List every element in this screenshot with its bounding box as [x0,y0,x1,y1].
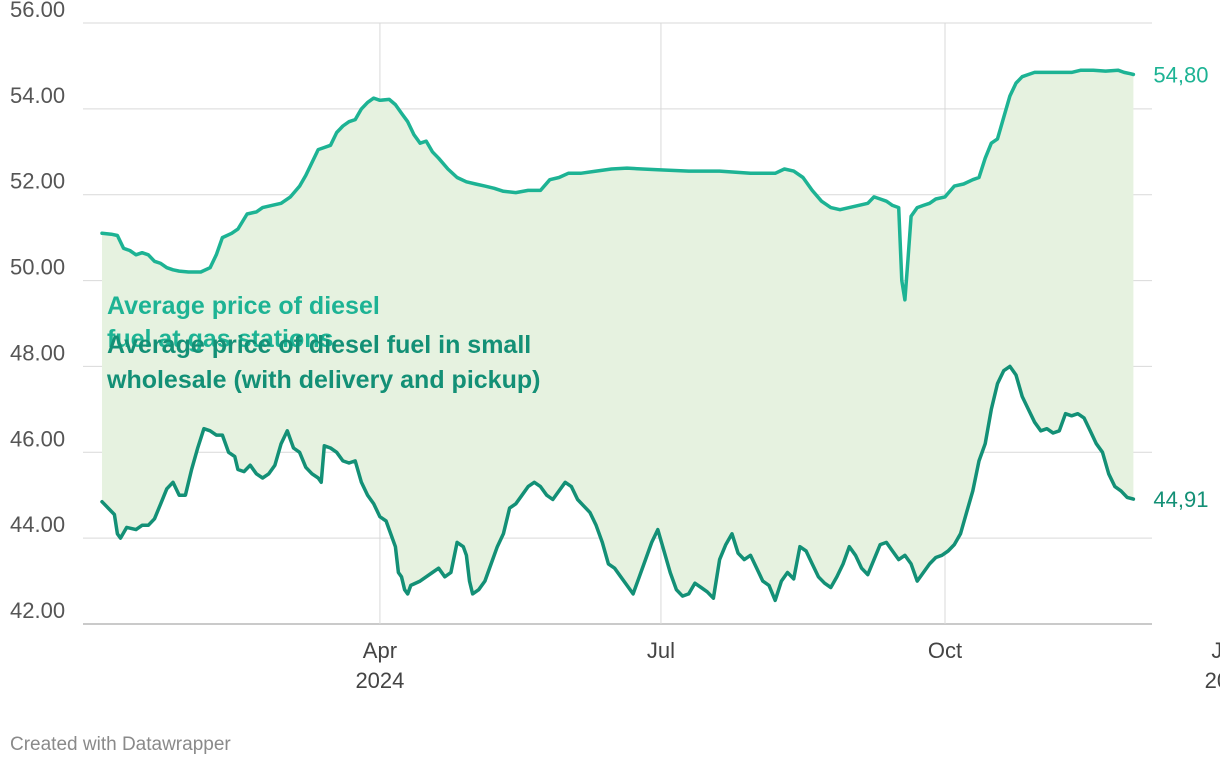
y-axis-tick-labels: 42.00 44.00 46.00 48.00 50.00 52.00 54.00 56.00 [10,0,65,623]
area-between-series [102,70,1134,601]
gas-station-end-value-label: 54,80 [1153,63,1208,88]
small-wholesale-price-line [100,364,1136,603]
series-lines [100,68,1136,603]
x-tick-label: Apr [363,638,397,663]
small-wholesale-series-label: wholesale (with delivery and pickup) [106,366,540,394]
y-tick-label: 48.00 [10,340,65,365]
gas-station-series-label: Average price of diesel [107,292,380,320]
y-tick-label: 42.00 [10,598,65,623]
gas-station-series-label: fuel at gas stations [107,325,333,353]
x-tick-year-label: 2024 [355,668,404,693]
x-axis-tick-labels: Apr 2024 Jul Oct Jan 2025 [355,638,1220,693]
x-tick-label: Jul [647,638,675,663]
y-tick-label: 54.00 [10,83,65,108]
small-wholesale-series-label: Average price of diesel fuel in small [107,331,531,359]
datawrapper-credit: Created with Datawrapper [10,734,231,755]
x-tick-label: Jan [1211,638,1220,663]
gas-station-price-line [100,68,1136,302]
line-chart: 42.00 44.00 46.00 48.00 50.00 52.00 54.00 56.00… [10,0,1220,693]
series-labels: 54,80 44,91 Average price of diesel fuel at… [106,63,1208,513]
x-tick-label: Oct [928,638,962,663]
y-tick-label: 52.00 [10,169,65,194]
y-tick-label: 50.00 [10,255,65,280]
y-tick-label: 44.00 [10,512,65,537]
x-tick-year-label: 2025 [1205,668,1220,693]
y-tick-label: 56.00 [10,0,65,22]
y-tick-label: 46.00 [10,426,65,451]
small-wholesale-end-value-label: 44,91 [1153,487,1208,512]
